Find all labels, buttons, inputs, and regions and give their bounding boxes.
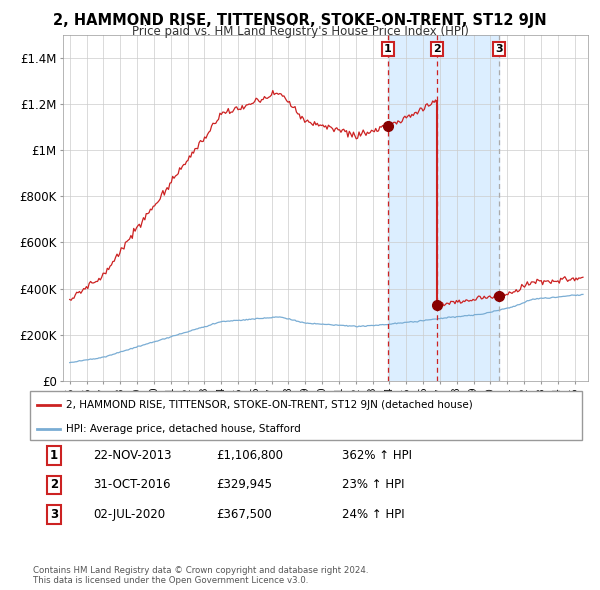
Text: Price paid vs. HM Land Registry's House Price Index (HPI): Price paid vs. HM Land Registry's House … xyxy=(131,25,469,38)
Text: 22-NOV-2013: 22-NOV-2013 xyxy=(93,449,172,462)
Text: £367,500: £367,500 xyxy=(216,508,272,521)
Text: 2, HAMMOND RISE, TITTENSOR, STOKE-ON-TRENT, ST12 9JN: 2, HAMMOND RISE, TITTENSOR, STOKE-ON-TRE… xyxy=(53,13,547,28)
Text: 362% ↑ HPI: 362% ↑ HPI xyxy=(342,449,412,462)
Text: 02-JUL-2020: 02-JUL-2020 xyxy=(93,508,165,521)
Text: 2, HAMMOND RISE, TITTENSOR, STOKE-ON-TRENT, ST12 9JN (detached house): 2, HAMMOND RISE, TITTENSOR, STOKE-ON-TRE… xyxy=(66,399,473,409)
Text: 2: 2 xyxy=(50,478,58,491)
Text: 2: 2 xyxy=(433,44,441,54)
Text: £329,945: £329,945 xyxy=(216,478,272,491)
Text: £1,106,800: £1,106,800 xyxy=(216,449,283,462)
Text: 1: 1 xyxy=(50,449,58,462)
Text: HPI: Average price, detached house, Stafford: HPI: Average price, detached house, Staf… xyxy=(66,424,301,434)
Text: 1: 1 xyxy=(384,44,392,54)
Text: 3: 3 xyxy=(495,44,503,54)
Text: Contains HM Land Registry data © Crown copyright and database right 2024.
This d: Contains HM Land Registry data © Crown c… xyxy=(33,566,368,585)
Text: 3: 3 xyxy=(50,508,58,521)
Text: 24% ↑ HPI: 24% ↑ HPI xyxy=(342,508,404,521)
Text: 31-OCT-2016: 31-OCT-2016 xyxy=(93,478,170,491)
Bar xyxy=(388,35,499,381)
Text: 23% ↑ HPI: 23% ↑ HPI xyxy=(342,478,404,491)
